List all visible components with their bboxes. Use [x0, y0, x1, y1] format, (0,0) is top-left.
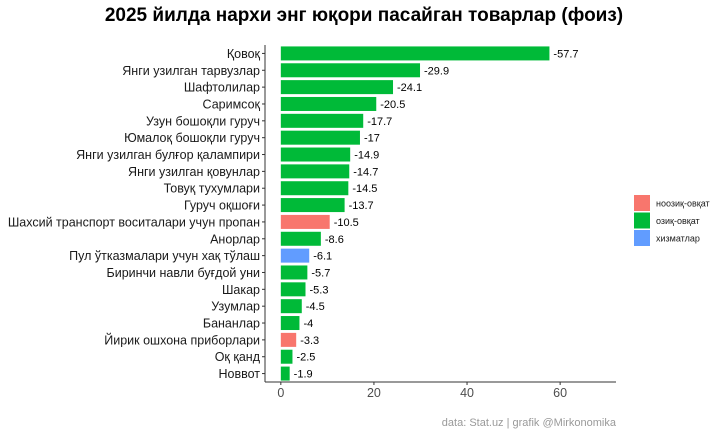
bar	[280, 265, 308, 280]
y-tick-label: Гуруч оқшоғи	[184, 199, 260, 213]
y-tick-label: Узумлар	[211, 300, 260, 314]
bar	[280, 282, 306, 297]
legend-label: ноозиқ-овқат	[656, 199, 710, 209]
data-label: -17.7	[367, 116, 392, 128]
bar	[280, 198, 345, 213]
y-tick-label: Шафтолилар	[184, 81, 260, 95]
y-tick-label: Новвот	[218, 367, 260, 381]
y-tick-label: Янги узилган қовунлар	[128, 165, 260, 179]
data-label: -5.7	[311, 267, 330, 279]
y-tick-label: Юмалоқ бошоқли гуруч	[124, 131, 260, 145]
y-tick-label: Саримсоқ	[203, 97, 261, 111]
chart-title: 2025 йилда нархи энг юқори пасайган това…	[105, 5, 623, 26]
bar	[280, 299, 302, 314]
y-tick-label: Узун бошоқли гуруч	[146, 114, 260, 128]
y-tick-label: Пул ўтказмалари учун хақ тўлаш	[69, 249, 260, 263]
bar	[280, 80, 394, 95]
bar	[280, 332, 297, 347]
y-tick-label: Оқ қанд	[215, 350, 261, 364]
data-label: -14.7	[353, 166, 378, 178]
data-label: -29.9	[424, 65, 449, 77]
data-label: -57.7	[553, 48, 578, 60]
data-label: -5.3	[310, 284, 329, 296]
y-tick-label: Қовоқ	[227, 47, 261, 61]
bar	[280, 113, 364, 128]
bar	[280, 181, 349, 196]
data-label: -20.5	[380, 99, 405, 111]
data-label: -1.9	[294, 369, 313, 381]
data-label: -4	[303, 318, 313, 330]
bar	[280, 316, 300, 331]
bar	[280, 248, 310, 263]
legend-swatch	[634, 195, 650, 211]
bar	[280, 130, 360, 145]
y-tick-label: Йирик ошхона приборлари	[104, 332, 260, 347]
data-label: -4.5	[306, 301, 325, 313]
legend-swatch	[634, 230, 650, 246]
y-tick-label: Шахсий транспорт воситалари учун пропан	[8, 215, 260, 229]
bar	[280, 214, 330, 229]
x-tick-label: 0	[277, 386, 284, 400]
bar	[280, 366, 290, 381]
legend-label: хизматлар	[656, 234, 700, 244]
bar	[280, 231, 321, 246]
legend-label: озиқ-овқат	[656, 216, 700, 226]
bar	[280, 164, 350, 179]
y-tick-label: Шакар	[222, 283, 260, 297]
data-label: -24.1	[397, 82, 422, 94]
data-label: -2.5	[296, 352, 315, 364]
data-label: -13.7	[349, 200, 374, 212]
y-tick-label: Товуқ тухумлари	[164, 182, 260, 196]
bar	[280, 147, 351, 162]
data-label: -8.6	[325, 234, 344, 246]
x-tick-label: 20	[367, 386, 381, 400]
data-label: -10.5	[334, 217, 359, 229]
y-tick-label: Биринчи навли буғдой уни	[107, 266, 260, 280]
y-tick-label: Бананлар	[203, 317, 260, 331]
x-tick-label: 60	[553, 386, 567, 400]
data-label: -3.3	[300, 335, 319, 347]
x-tick-label: 40	[460, 386, 474, 400]
y-tick-label: Анорлар	[210, 232, 260, 246]
data-label: -17	[364, 133, 380, 145]
y-tick-label: Янги узилган булғор қалампири	[76, 148, 260, 162]
chart-caption: data: Stat.uz | grafik @Mirkonomika	[442, 417, 617, 429]
data-label: -6.1	[313, 251, 332, 263]
bar	[280, 63, 421, 78]
legend-swatch	[634, 212, 650, 229]
bar	[280, 96, 377, 111]
y-tick-label: Янги узилган тарвузлар	[122, 64, 260, 78]
data-label: -14.5	[352, 183, 377, 195]
bar	[280, 46, 550, 61]
bar	[280, 349, 293, 364]
data-label: -14.9	[354, 150, 379, 162]
